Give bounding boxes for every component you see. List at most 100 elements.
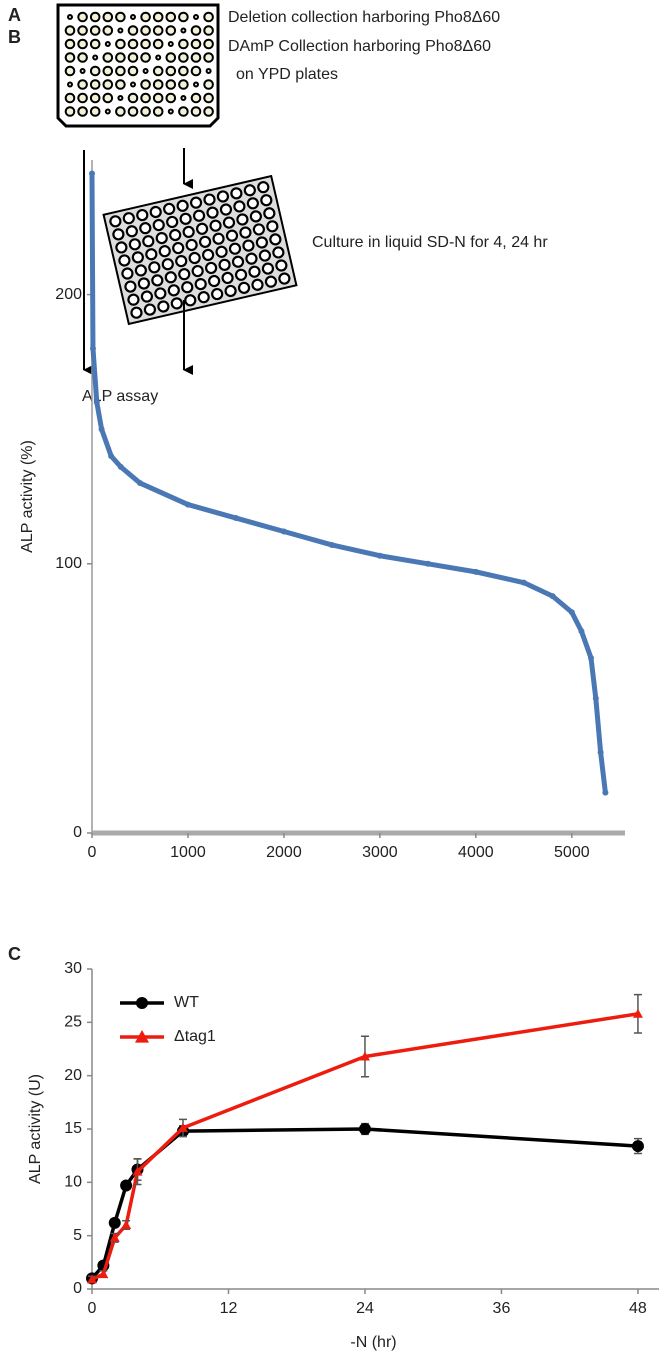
well [127,65,139,77]
well [222,216,236,229]
well [89,11,101,23]
well [127,106,139,117]
well [152,38,164,50]
well [118,254,131,267]
well [179,212,192,225]
well [130,306,143,319]
well [167,108,174,115]
well [242,239,255,252]
well [115,79,126,90]
y-axis-label: ALP activity (U) [27,1074,44,1184]
well [189,196,203,209]
well [165,65,177,77]
series-line [89,173,608,793]
well [148,261,161,274]
well [165,92,177,104]
well [266,220,279,233]
well [178,268,191,281]
point [472,568,479,575]
well [152,92,164,104]
well [157,300,170,313]
well [131,251,144,264]
assay-text: ALP assay [82,388,158,405]
point [631,1140,644,1153]
y-tick-label: 15 [64,1120,82,1137]
well [252,223,265,236]
well [142,68,149,74]
well [218,258,231,271]
well [236,213,249,226]
x-tick-label: 48 [629,1300,647,1317]
point [87,1274,97,1284]
x-tick-label: 4000 [458,844,494,861]
well [264,275,278,288]
well [140,11,151,23]
well [190,25,202,36]
well [136,208,149,222]
well [192,209,206,222]
well [92,54,99,61]
well [67,81,73,88]
point [89,170,95,177]
well [203,106,214,117]
well [234,268,248,281]
x-tick-label: 5000 [554,844,590,861]
well [178,106,189,117]
x-tick-label: 3000 [362,844,398,861]
point [177,1122,188,1132]
point [592,695,599,702]
well [169,228,182,242]
well [203,11,214,23]
well [190,52,202,63]
well [155,232,168,245]
point [597,749,604,756]
well [121,267,134,280]
well [203,92,214,104]
well [246,197,259,210]
well [193,14,199,20]
well [102,92,114,104]
well [77,38,88,50]
y-tick-label: 100 [55,555,82,572]
point [121,1220,132,1229]
point [588,655,595,662]
well [205,68,212,74]
y-tick-label: 25 [64,1014,82,1031]
well [248,265,261,278]
well [163,202,176,215]
well [245,252,258,265]
well [194,278,207,291]
well [124,280,137,293]
point [328,541,335,548]
plate-text: on YPD plates [236,66,338,83]
well [64,38,76,50]
panel-label: A [8,5,21,25]
well [190,38,202,50]
well [104,108,111,115]
well [152,218,165,232]
well [152,106,164,117]
well [184,294,197,307]
well [176,199,189,212]
well [263,207,276,220]
well [64,106,76,117]
legend-marker [135,1030,149,1043]
well [102,65,114,77]
well [239,226,252,239]
well [149,205,162,219]
point [280,528,287,535]
y-tick-label: 0 [73,1280,82,1297]
well [203,79,214,90]
well [165,11,177,23]
well [243,184,256,197]
well [89,65,101,77]
point [184,501,191,508]
point [132,1166,143,1176]
well [209,219,222,232]
well [161,258,174,271]
well [164,271,177,284]
well [178,38,189,50]
well [102,25,114,36]
well [115,52,126,63]
well [221,271,234,285]
